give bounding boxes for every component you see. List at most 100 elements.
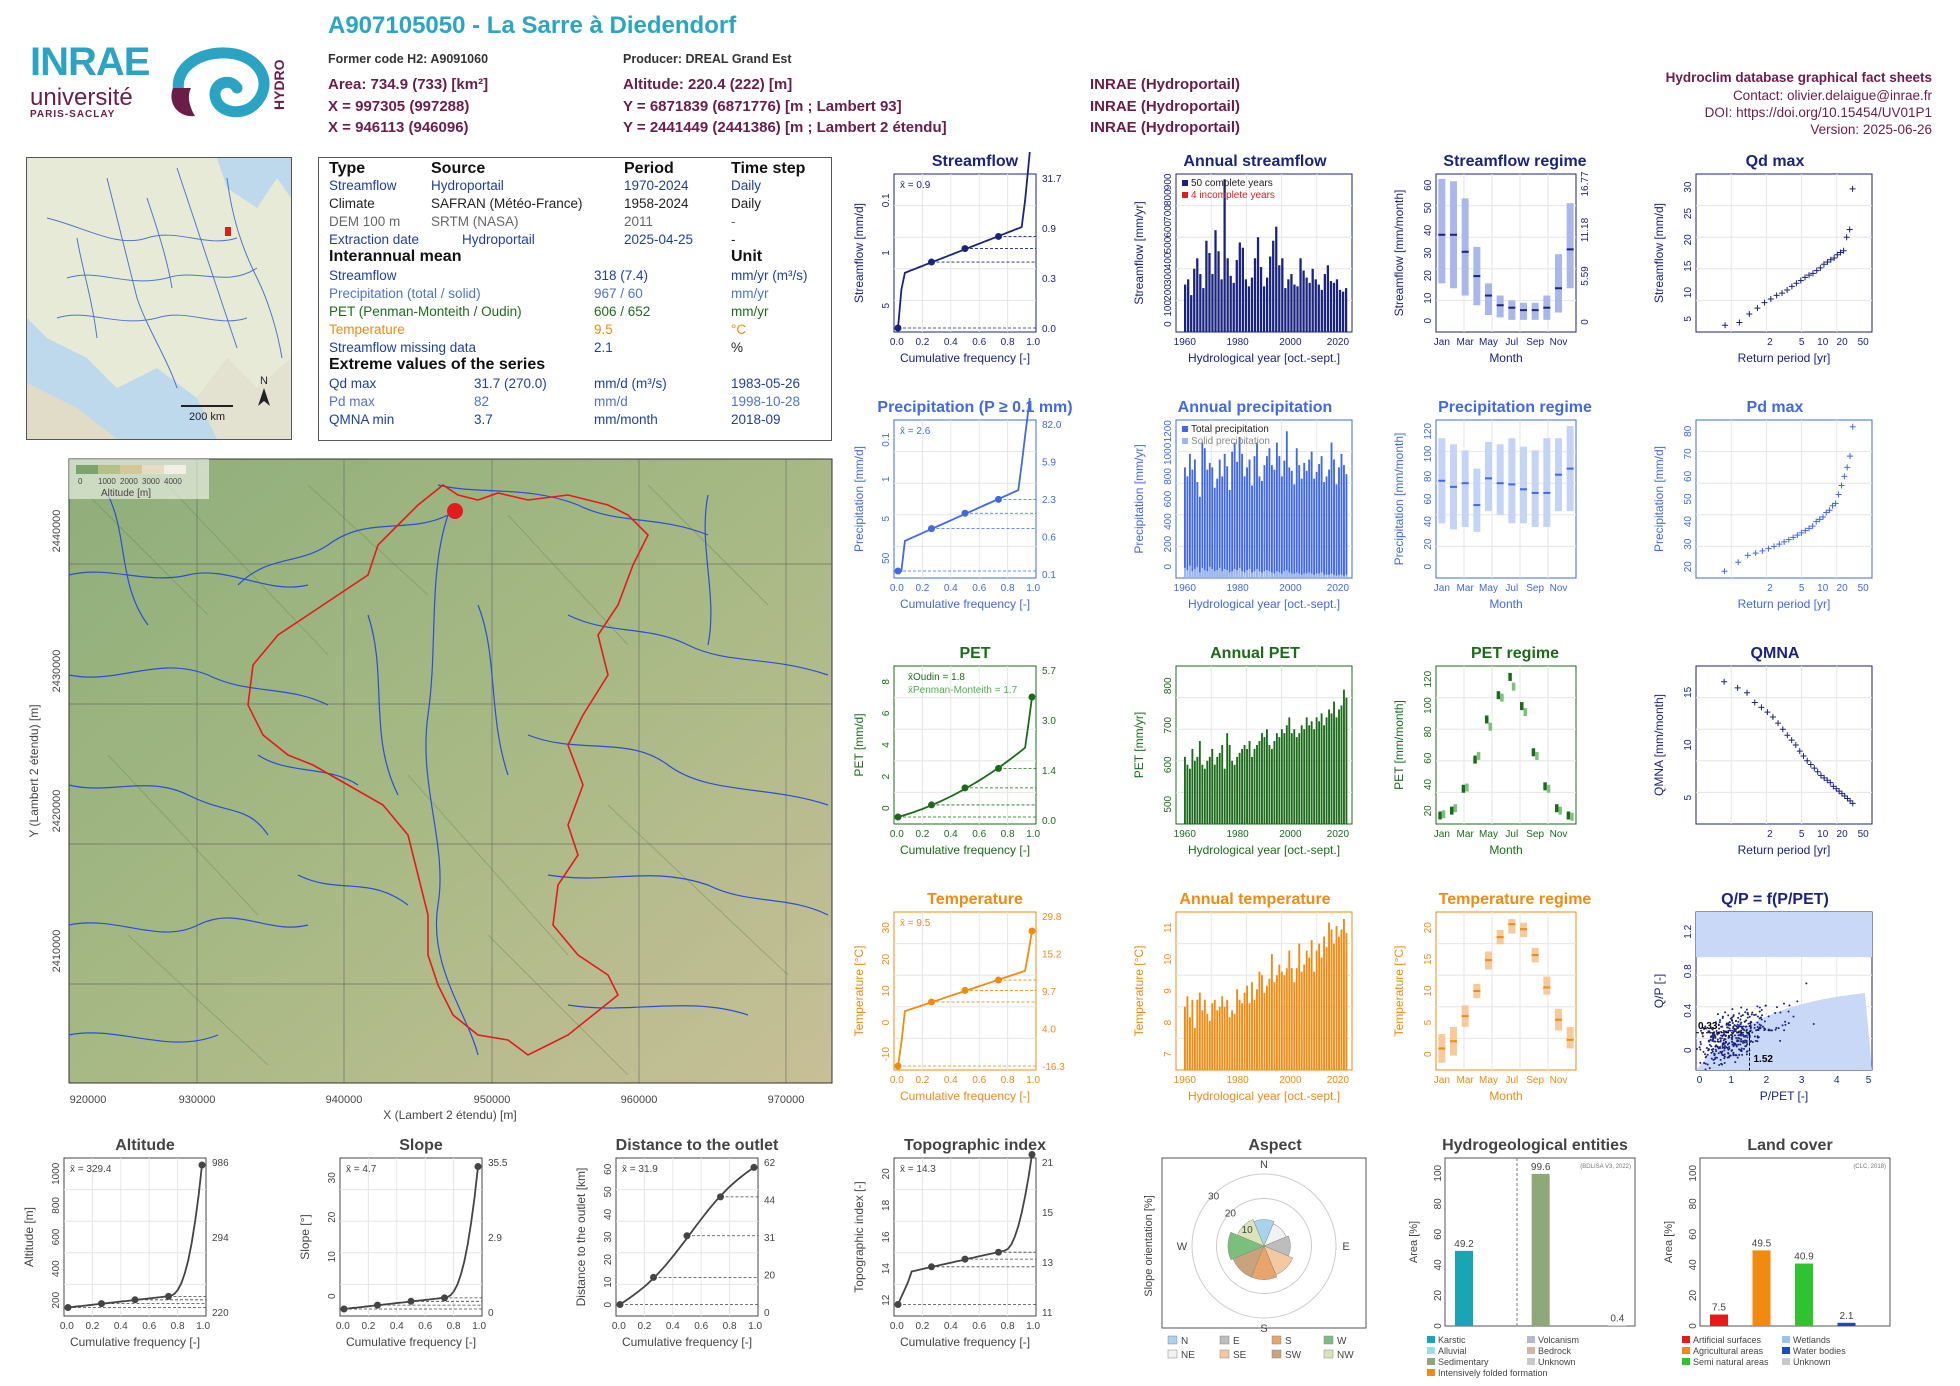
annual_streamflow-bar (1332, 282, 1336, 332)
annual_pet-bar (1193, 760, 1196, 824)
annual_streamflow-bar (1281, 258, 1284, 332)
annual_precip-bar-solid (1335, 575, 1338, 578)
aspect-legend-swatch (1167, 1335, 1178, 1345)
svg-text:4000: 4000 (164, 477, 182, 486)
aspect-legend-swatch (1323, 1335, 1334, 1345)
precip_regime-xtick: Mar (1457, 583, 1475, 594)
ytick: 600 (51, 1228, 62, 1245)
annual_streamflow-legend-swatch (1182, 192, 1188, 198)
qd_max-point (1761, 299, 1768, 306)
qmna-frame (1695, 665, 1873, 825)
annual_temp-bar (1313, 971, 1316, 1070)
annual_precip-bar-solid (1283, 571, 1286, 578)
annual_precip-bar-solid (1325, 574, 1328, 578)
aspect-title: Aspect (1248, 1137, 1302, 1154)
mean-unit: °C (731, 322, 747, 337)
hydrogeology-legend-label: Alluvial (1438, 1346, 1467, 1356)
contact[interactable]: Contact: olivier.delaigue@inrae.fr (1732, 88, 1932, 103)
precip_regime-box (1508, 438, 1516, 524)
annual_pet-bar (1283, 733, 1286, 824)
pd_max-svg: Pd max Return period [yr] Precipitation [m… (1652, 399, 1873, 611)
qd_max-point (1834, 251, 1841, 258)
annual_temp-bar (1285, 968, 1288, 1070)
annual_precip-bar (1283, 460, 1286, 578)
annual_pet-svg: Annual PET Hydrological year [oct.-sept.]… (1132, 645, 1353, 857)
annual_precip-bar (1288, 467, 1291, 578)
annual_precip-bar-solid (1193, 568, 1196, 578)
qp_ppet-point (1704, 1062, 1707, 1065)
qp_ppet-point (1731, 1022, 1734, 1025)
annual_streamflow-bar (1335, 279, 1339, 332)
extreme-unit: mm/d (594, 394, 628, 409)
annual_streamflow-bar (1287, 279, 1290, 332)
doi-link[interactable]: DOI: https://doi.org/10.15454/UV01P1 (1704, 105, 1932, 120)
precip_fdc-rtick: 0.1 (1042, 570, 1056, 581)
ytick: 0.8 (1683, 964, 1694, 978)
topo_index-svg: Topographic index Cumulative frequency [-… (852, 1137, 1054, 1349)
slope-xlabel: Cumulative frequency [-] (346, 1335, 476, 1349)
land_cover-ytick: 40 (1688, 1259, 1699, 1271)
annual_temp-bar (1283, 975, 1286, 1070)
annual_pet-bar (1223, 768, 1226, 824)
annual_precip-bar (1270, 465, 1273, 578)
annual_precip-legend-2: Solid precipitation (1191, 436, 1270, 447)
qp_ppet-point (1779, 1011, 1782, 1014)
ytick: 40 (603, 1208, 614, 1220)
ytick: 20 (1423, 922, 1434, 934)
temp_regime-xtick: Jul (1505, 1075, 1518, 1086)
ytick: 10 (1423, 985, 1434, 997)
qp_ppet-point (1761, 1025, 1764, 1028)
altitude-rtick: 986 (212, 1158, 229, 1169)
altitude-rtick: 294 (212, 1233, 229, 1244)
annual_pet-bar (1266, 729, 1268, 824)
mean-label: Streamflow missing data (329, 340, 477, 355)
xtick: 5 (1799, 583, 1805, 594)
annual_streamflow-bar (1214, 230, 1217, 332)
annual_temp-bar (1188, 1017, 1191, 1070)
map-xlabel: X (Lambert 2 étendu) [m] (383, 1108, 516, 1122)
annual_streamflow-bar (1302, 270, 1305, 332)
annual_precip-bar-solid (1211, 568, 1214, 578)
qp_ppet-point (1731, 1036, 1734, 1039)
qp_ppet-point (1704, 1068, 1707, 1071)
precip_fdc-rtick: 0.6 (1042, 533, 1056, 544)
hydrogeology-legend-swatch (1427, 1347, 1435, 1354)
annual_precip-bar (1285, 431, 1288, 578)
altitude-title: Altitude (115, 1137, 175, 1154)
annual_precip-bar-solid (1253, 571, 1256, 578)
precip_fdc-rtick: 2.3 (1042, 495, 1056, 506)
aspect-legend-swatch (1219, 1335, 1230, 1345)
pet_regime-box-oudin (1520, 702, 1524, 711)
pd_max-point (1813, 518, 1820, 525)
annual_pet-bar (1258, 741, 1261, 824)
xtick: 10 (1817, 829, 1829, 840)
qp_ppet-point (1704, 1025, 1707, 1028)
altitude-mean: x̄ = 329.4 (70, 1164, 112, 1175)
aspect-dir: S (1260, 1323, 1267, 1335)
qd_max-point (1797, 277, 1804, 284)
mean-label: Temperature (329, 322, 405, 337)
xtick: 0.6 (972, 583, 986, 594)
streamflow_fdc-ylabel: Streamflow [mm/d] (852, 203, 866, 303)
xtick: 1.0 (1026, 583, 1040, 594)
qp_ppet-point (1731, 1008, 1734, 1011)
xtick: 0.4 (944, 1075, 958, 1086)
ytick: 1 (881, 476, 892, 482)
annual_precip-bar-solid (1238, 567, 1241, 578)
qp_ppet-point (1718, 1027, 1721, 1030)
streamflow_fdc-svg: Streamflow Cumulative frequency [-] Stream… (852, 125, 1062, 365)
qp_ppet-point (1704, 1027, 1707, 1030)
hydro-logo-icon (171, 47, 270, 118)
qp_ppet-point (1725, 1022, 1728, 1025)
aspect-ylabel: Slope orientation [%] (1143, 1195, 1155, 1297)
annual_pet-bar (1253, 748, 1256, 824)
ytick: 2 (881, 773, 892, 779)
annual_streamflow-bar (1235, 260, 1238, 332)
xtick: 0.0 (890, 1075, 904, 1086)
hydrogeology-legend-label: Intensively folded formation (1438, 1368, 1548, 1378)
annual_precip-bar-solid (1188, 565, 1191, 578)
annual_precip-bar (1343, 465, 1345, 578)
xtick: 1980 (1226, 1075, 1249, 1086)
qp_ppet-point (1746, 1012, 1749, 1015)
distance-panel: Distance to the outlet Cumulative frequen… (572, 1136, 802, 1366)
